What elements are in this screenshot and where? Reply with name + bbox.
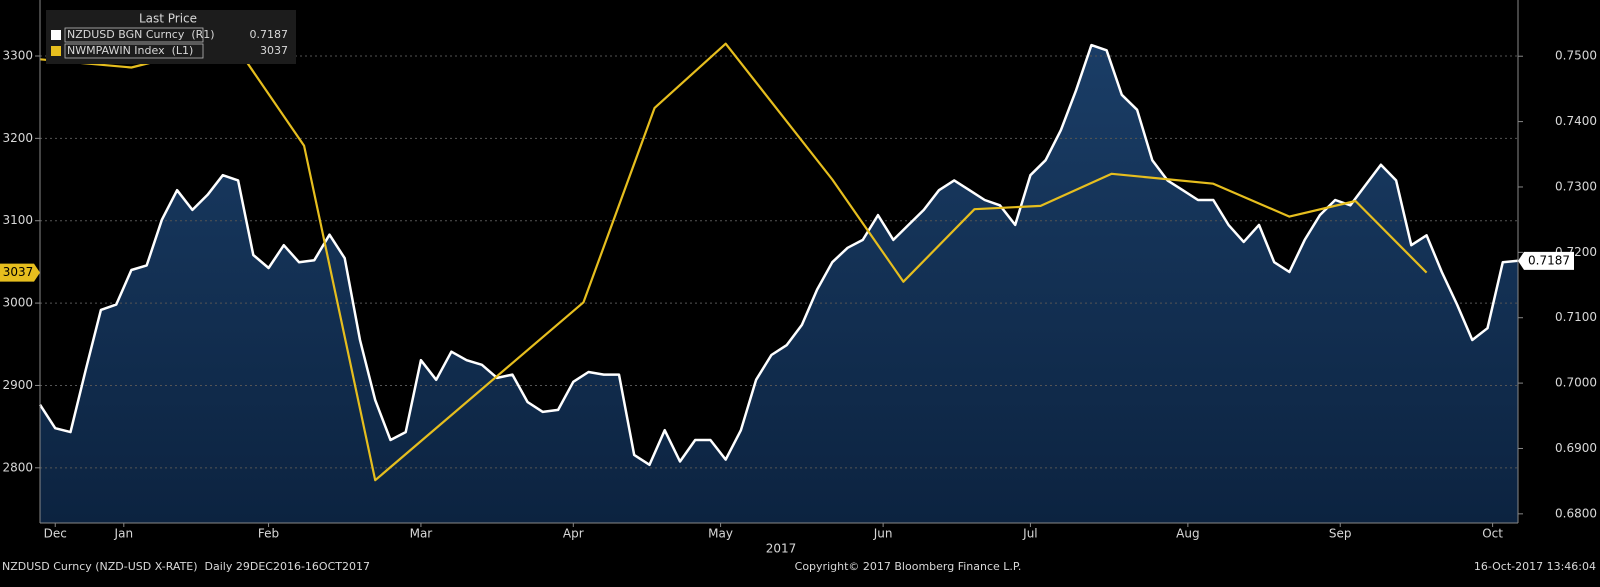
y-tick-label: 3300: [2, 49, 33, 63]
x-tick-label: Oct: [1482, 527, 1503, 541]
y2-tick-label: 0.7100: [1555, 310, 1597, 324]
grid-layer: [40, 55, 1518, 469]
y-tick-label: 3200: [2, 131, 33, 145]
legend-name: NWMPAWIN Index (L1): [67, 44, 193, 57]
y2-tick-label: 0.7300: [1555, 179, 1597, 193]
x-tick-label: Sep: [1329, 527, 1352, 541]
y2-tick-label: 0.6800: [1555, 506, 1597, 520]
x-tick-label: Dec: [44, 527, 67, 541]
legend-value: 3037: [260, 44, 288, 57]
last-value-label: 3037: [3, 265, 34, 279]
legend-title: Last Price: [139, 12, 197, 26]
x-tick-label: Aug: [1176, 527, 1199, 541]
legend-name-box: [64, 43, 204, 59]
footer-left: NZDUSD Curncy (NZD-USD X-RATE) Daily 29D…: [2, 560, 370, 573]
area: [40, 45, 1518, 523]
x-tick-label: Feb: [258, 527, 279, 541]
legend-swatch: [51, 30, 61, 40]
x-tick-label: Mar: [410, 527, 433, 541]
y-tick-label: 3000: [2, 296, 33, 310]
y2-tick-label: 0.6900: [1555, 441, 1597, 455]
series-line: [38, 43, 1519, 467]
y2-tick-label: 0.7500: [1555, 49, 1597, 63]
y-tick-label: 2800: [2, 460, 33, 474]
axes-layer: 2017 NZDUSD Curncy (NZD-USD X-RATE) Dail…: [0, 0, 1597, 573]
marks-layer: [38, 40, 1519, 482]
legend-name: NZDUSD BGN Curncy (R1): [67, 28, 215, 41]
legend-swatch: [51, 46, 61, 56]
y2-tick-label: 0.7000: [1555, 376, 1597, 390]
legend-value: 0.7187: [250, 28, 289, 41]
y2-tick-label: 0.7400: [1555, 114, 1597, 128]
legend: Last Price NZDUSD BGN Curncy (R1) 0.7187 N…: [46, 10, 296, 64]
x-axis-year: 2017: [766, 542, 797, 556]
last-value-tag: [0, 263, 40, 282]
x-tick-label: Jun: [873, 527, 893, 541]
footer-center: Copyright© 2017 Bloomberg Finance L.P.: [795, 560, 1022, 573]
legend-name-box: [64, 27, 204, 43]
y-tick-label: 3100: [2, 213, 33, 227]
last-value-label: 0.7187: [1528, 253, 1570, 267]
y-tick-label: 2900: [2, 378, 33, 392]
x-tick-label: Jul: [1022, 527, 1037, 541]
footer-right: 16-Oct-2017 13:46:04: [1474, 560, 1596, 573]
x-tick-label: Jan: [114, 527, 134, 541]
x-tick-label: Apr: [563, 527, 584, 541]
last-value-tag: [1518, 251, 1574, 270]
series-line: [39, 40, 1428, 482]
x-tick-label: May: [708, 527, 733, 541]
legend-box: [46, 10, 296, 64]
